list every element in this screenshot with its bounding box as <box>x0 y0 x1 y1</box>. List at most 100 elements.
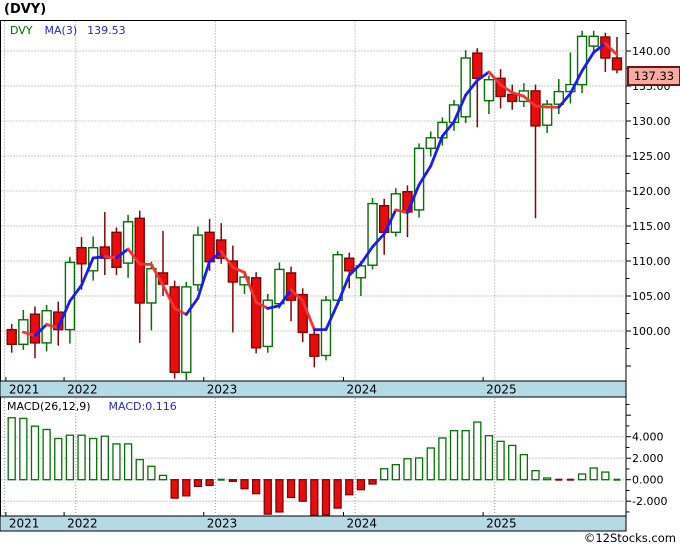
candlestick <box>588 35 599 47</box>
ma3-line-segment <box>464 79 479 97</box>
candlestick <box>309 333 320 357</box>
ma3-line-segment <box>173 306 188 316</box>
ma3-line-segment <box>45 323 60 330</box>
candlestick <box>460 57 471 118</box>
macd-histogram-bar <box>228 479 238 482</box>
macd-histogram-bar <box>275 479 284 513</box>
price-axis-label: 105.00 <box>632 290 671 303</box>
chart-title: (DVY) <box>4 2 47 17</box>
candlestick <box>344 257 355 272</box>
macd-legend: MACD(26,12,9) MACD:0.116 <box>7 400 177 413</box>
ma3-line-segment <box>534 104 549 109</box>
year-label: 2025 <box>486 517 517 531</box>
macd-histogram-bar <box>403 458 412 481</box>
macd-axis-label: -2.000 <box>632 495 667 508</box>
ma3-line-segment <box>499 83 514 94</box>
macd-histogram-bar <box>356 479 366 491</box>
macd-axis-label: 2.000 <box>632 452 664 465</box>
ma3-line-segment <box>266 304 281 310</box>
macd-histogram-bar <box>310 479 319 516</box>
ma3-line-segment <box>161 283 177 310</box>
macd-axis-label: 0.000 <box>632 474 664 487</box>
price-axis-label: 100.00 <box>632 325 671 338</box>
macd-histogram-bar <box>19 417 28 481</box>
candlestick <box>530 90 541 127</box>
last-price-tag: 137.33 <box>627 66 680 86</box>
macd-histogram-bar <box>123 443 133 481</box>
macd-histogram-bar <box>251 479 261 495</box>
macd-histogram-bar <box>438 437 447 481</box>
macd-zero-dash <box>613 478 621 481</box>
macd-histogram-bar <box>414 457 424 481</box>
ma3-line-segment <box>406 183 421 215</box>
price-pane <box>0 20 627 382</box>
macd-histogram-bar <box>333 479 342 509</box>
macd-axis-label: 4.000 <box>632 431 664 444</box>
macd-histogram-bar <box>30 425 40 481</box>
ma3-line-segment <box>382 208 398 236</box>
year-label: 2025 <box>486 383 517 397</box>
ma3-line-segment <box>289 288 305 303</box>
macd-histogram-bar <box>193 479 203 488</box>
price-axis-label: 125.00 <box>632 150 671 163</box>
ma3-line-segment <box>475 70 491 82</box>
candlestick <box>576 35 588 86</box>
candlestick <box>274 268 285 305</box>
price-axis-label: 115.00 <box>632 220 671 233</box>
ma3-line-segment <box>231 265 246 274</box>
macd-histogram-bar <box>542 477 552 481</box>
main-chart-legend: DVY MA(3) 139.53 <box>10 24 126 37</box>
ticker-symbol-label: DVY <box>10 24 33 37</box>
ma3-line-segment <box>592 42 607 54</box>
ma3-line-segment <box>278 288 293 308</box>
ma3-line-segment <box>68 283 83 303</box>
x-axis-band-macd <box>0 515 627 532</box>
candlestick <box>181 286 192 373</box>
macd-histogram-bar <box>298 479 307 502</box>
macd-histogram-bar <box>240 479 249 490</box>
macd-histogram-bar <box>461 430 470 481</box>
year-label: 2022 <box>67 517 98 531</box>
candlestick <box>134 217 145 304</box>
ma3-line-segment <box>243 271 258 304</box>
macd-current-value: MACD:0.116 <box>108 400 177 413</box>
macd-histogram-bar <box>484 435 494 481</box>
price-axis-label: 110.00 <box>632 255 671 268</box>
macd-histogram-bar <box>205 479 214 487</box>
price-axis-label: 120.00 <box>632 185 671 198</box>
candlestick <box>169 286 180 373</box>
ma3-line-segment <box>557 92 572 109</box>
year-label: 2023 <box>207 517 238 531</box>
ma3-line-segment <box>487 70 502 87</box>
macd-histogram-bar <box>42 428 51 481</box>
ma3-line-segment <box>417 164 433 187</box>
candlestick <box>483 78 495 102</box>
candlestick <box>355 265 367 279</box>
x-axis-band-main <box>0 380 627 398</box>
candlestick <box>216 239 227 259</box>
candlestick <box>507 93 518 103</box>
year-label: 2022 <box>67 383 98 397</box>
macd-histogram-bar <box>100 435 109 481</box>
ma-indicator-label: MA(3) <box>44 24 78 37</box>
candlestick <box>425 137 436 150</box>
macd-histogram-bar <box>508 444 517 481</box>
macd-histogram-bar <box>263 479 272 515</box>
ma3-line-segment <box>103 255 118 260</box>
year-label: 2024 <box>346 383 377 397</box>
macd-histogram-bar <box>426 447 435 481</box>
macd-histogram-bar <box>77 434 86 481</box>
macd-params-label: MACD(26,12,9) <box>7 400 91 413</box>
candlestick <box>192 234 204 286</box>
macd-histogram-bar <box>286 479 296 499</box>
candlestick <box>553 90 564 105</box>
macd-histogram-bar <box>391 463 400 481</box>
macd-histogram-bar <box>321 479 331 516</box>
macd-histogram-bar <box>89 437 98 481</box>
macd-histogram-bar <box>147 465 156 481</box>
candlestick <box>76 246 87 265</box>
candlestick <box>611 57 623 71</box>
macd-histogram-bar <box>380 468 389 481</box>
ma3-line-segment <box>219 250 235 269</box>
